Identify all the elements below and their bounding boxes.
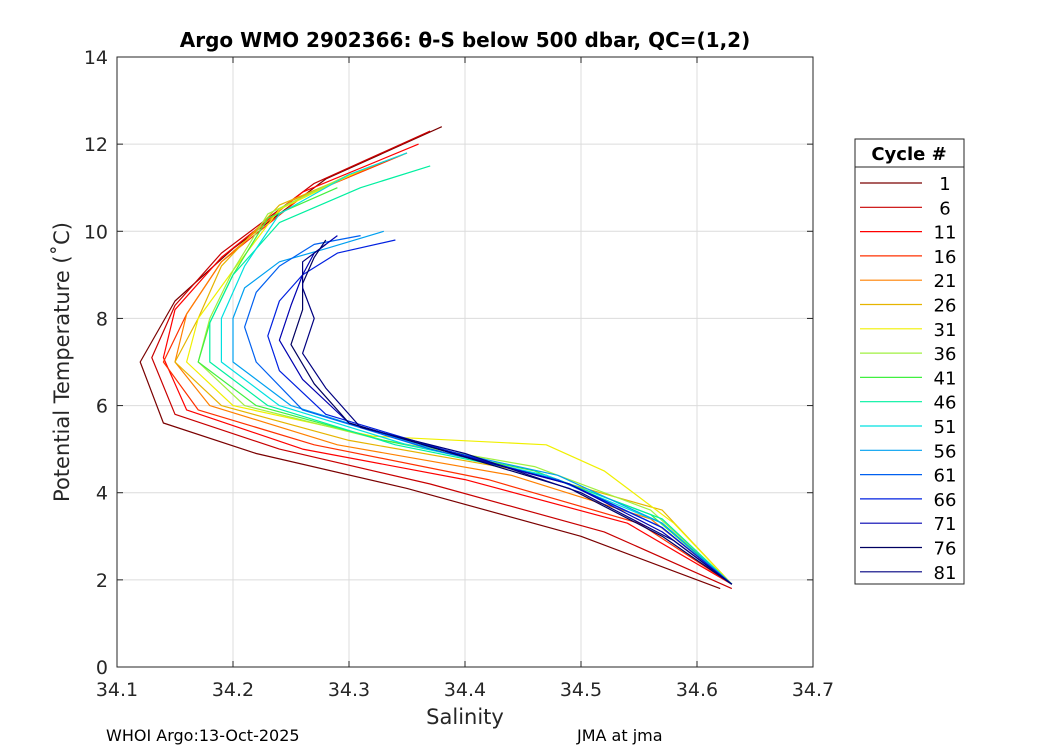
x-tick-label: 34.2 bbox=[212, 679, 254, 701]
axis-ticks: 34.1 34.2 34.3 34.4 34.5 34.6 34.7 0 2 4 6 8 10 12 14 bbox=[84, 47, 834, 701]
footer-left: WHOI Argo:13-Oct-2025 bbox=[106, 726, 300, 745]
legend-label-cycle-71: 71 bbox=[934, 514, 957, 535]
series-line-cycle-16 bbox=[162, 152, 733, 585]
y-tick-label: 12 bbox=[84, 134, 108, 156]
legend-label-cycle-21: 21 bbox=[934, 271, 957, 292]
x-tick-label: 34.5 bbox=[560, 679, 602, 701]
x-tick-label: 34.6 bbox=[676, 679, 718, 701]
legend-label-cycle-46: 46 bbox=[934, 393, 957, 414]
legend-label-cycle-41: 41 bbox=[934, 368, 957, 389]
legend-label-cycle-36: 36 bbox=[934, 344, 957, 365]
legend-label-cycle-81: 81 bbox=[934, 563, 957, 584]
footer-right: JMA at jma bbox=[576, 726, 663, 745]
y-tick-label: 14 bbox=[84, 47, 108, 69]
x-tick-label: 34.4 bbox=[444, 679, 486, 701]
legend-label-cycle-56: 56 bbox=[934, 441, 957, 462]
legend-label-cycle-16: 16 bbox=[934, 247, 957, 268]
chart-title: Argo WMO 2902366: θ-S below 500 dbar, QC… bbox=[180, 28, 750, 52]
series-line-cycle-36 bbox=[197, 174, 733, 585]
series-line-cycle-76 bbox=[290, 239, 733, 585]
series-line-cycle-11 bbox=[162, 143, 733, 585]
y-tick-label: 10 bbox=[84, 221, 108, 243]
legend-label-cycle-26: 26 bbox=[934, 296, 957, 317]
series-line-cycle-81 bbox=[302, 243, 733, 585]
y-tick-label: 2 bbox=[96, 570, 108, 592]
legend-label-cycle-76: 76 bbox=[934, 539, 957, 560]
legend-label-cycle-1: 1 bbox=[939, 174, 950, 195]
y-tick-label: 0 bbox=[96, 657, 108, 679]
series-line-cycle-26 bbox=[174, 165, 733, 585]
x-axis-label: Salinity bbox=[426, 705, 504, 729]
x-tick-label: 34.1 bbox=[96, 679, 138, 701]
series-line-cycle-56 bbox=[232, 230, 733, 585]
series-line-cycle-21 bbox=[174, 161, 733, 585]
y-tick-label: 8 bbox=[96, 308, 108, 330]
legend-label-cycle-66: 66 bbox=[934, 490, 957, 511]
legend-label-cycle-51: 51 bbox=[934, 417, 957, 438]
legend-label-cycle-31: 31 bbox=[934, 320, 957, 341]
legend-label-cycle-6: 6 bbox=[939, 198, 950, 219]
legend-title: Cycle # bbox=[871, 144, 946, 165]
y-tick-label: 6 bbox=[96, 396, 108, 418]
legend-label-cycle-11: 11 bbox=[934, 223, 957, 244]
series-line-cycle-66 bbox=[267, 239, 733, 585]
series-line-cycle-46 bbox=[209, 165, 733, 585]
x-tick-label: 34.7 bbox=[792, 679, 834, 701]
y-axis-label: Potential Temperature (˚C) bbox=[50, 222, 74, 502]
x-tick-label: 34.3 bbox=[328, 679, 370, 701]
series-line-cycle-71 bbox=[278, 235, 733, 585]
legend-label-cycle-61: 61 bbox=[934, 466, 957, 487]
series-group bbox=[139, 126, 733, 590]
y-tick-label: 4 bbox=[96, 483, 108, 505]
legend-box bbox=[854, 138, 965, 585]
